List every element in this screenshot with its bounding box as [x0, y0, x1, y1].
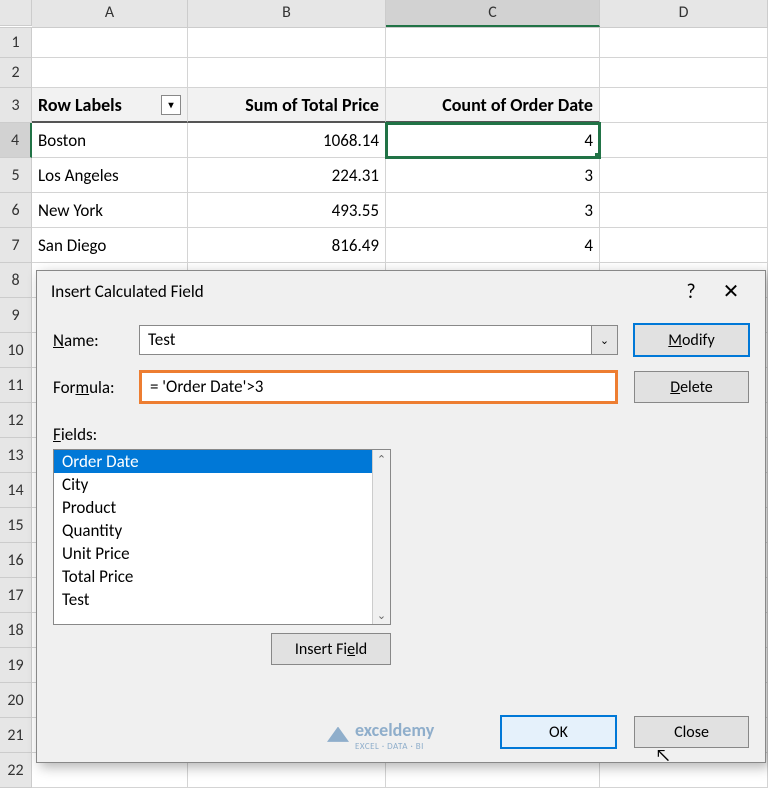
watermark-logo: exceldemy EXCEL · DATA · BI — [327, 719, 434, 752]
pivot-row-count[interactable]: 3 — [386, 193, 600, 228]
pivot-row-label[interactable]: Los Angeles — [32, 158, 188, 193]
watermark-text: exceldemy — [355, 719, 434, 741]
cell[interactable] — [386, 58, 600, 88]
cell[interactable] — [188, 58, 386, 88]
cell[interactable] — [188, 28, 386, 58]
row-header-19[interactable]: 19 — [0, 648, 32, 683]
row-header-13[interactable]: 13 — [0, 438, 32, 473]
row-header-1[interactable]: 1 — [0, 28, 32, 58]
row-header-15[interactable]: 15 — [0, 508, 32, 543]
delete-button[interactable]: Delete — [634, 371, 749, 403]
cell[interactable] — [386, 28, 600, 58]
fields-listbox[interactable]: Order DateCityProductQuantityUnit PriceT… — [53, 449, 391, 625]
field-item[interactable]: Quantity — [54, 519, 390, 542]
row-header-22[interactable]: 22 — [0, 753, 32, 788]
row-header-12[interactable]: 12 — [0, 403, 32, 438]
field-item[interactable]: Product — [54, 496, 390, 519]
pivot-header-label: Row Labels — [38, 94, 122, 116]
cell[interactable] — [600, 58, 768, 88]
col-header-b[interactable]: B — [188, 0, 386, 27]
row-header-16[interactable]: 16 — [0, 543, 32, 578]
row-header-3[interactable]: 3 — [0, 88, 32, 123]
row-header-9[interactable]: 9 — [0, 298, 32, 333]
field-item[interactable]: Unit Price — [54, 542, 390, 565]
formula-input[interactable]: = 'Order Date'>3 — [139, 370, 618, 404]
cell[interactable] — [600, 158, 768, 193]
field-item[interactable]: Test — [54, 588, 390, 611]
row-header-4[interactable]: 4 — [0, 123, 32, 158]
col-header-a[interactable]: A — [32, 0, 188, 27]
pivot-row-sum[interactable]: 224.31 — [188, 158, 386, 193]
cell[interactable] — [600, 88, 768, 123]
row-header-18[interactable]: 18 — [0, 613, 32, 648]
formula-label: Formula: — [53, 377, 139, 398]
help-icon[interactable]: ? — [671, 280, 711, 304]
pivot-row-sum[interactable]: 1068.14 — [188, 123, 386, 158]
pivot-row-count[interactable]: 3 — [386, 158, 600, 193]
select-all-corner[interactable] — [0, 0, 32, 26]
row-header-7[interactable]: 7 — [0, 228, 32, 263]
watermark-icon — [327, 727, 349, 749]
pivot-row-label[interactable]: San Diego — [32, 228, 188, 263]
name-input[interactable]: Test — [139, 325, 592, 355]
row-header-6[interactable]: 6 — [0, 193, 32, 228]
watermark-subtext: EXCEL · DATA · BI — [355, 741, 434, 752]
cell[interactable] — [32, 58, 188, 88]
row-header-8[interactable]: 8 — [0, 263, 32, 298]
row-header-21[interactable]: 21 — [0, 718, 32, 753]
cell[interactable] — [600, 123, 768, 158]
row-header-11[interactable]: 11 — [0, 368, 32, 403]
cell[interactable] — [600, 228, 768, 263]
row-header-20[interactable]: 20 — [0, 683, 32, 718]
field-item[interactable]: Total Price — [54, 565, 390, 588]
pivot-header-count[interactable]: Count of Order Date — [386, 88, 600, 123]
pivot-header-sum[interactable]: Sum of Total Price — [188, 88, 386, 123]
pivot-header-rowlabels[interactable]: Row Labels ▾ — [32, 88, 188, 123]
name-dropdown-icon[interactable]: ⌄ — [592, 325, 618, 355]
modify-button[interactable]: Modify — [634, 324, 749, 356]
row-header-2[interactable]: 2 — [0, 58, 32, 88]
column-headers-row: A B C D — [0, 0, 768, 28]
row-header-5[interactable]: 5 — [0, 158, 32, 193]
filter-dropdown-icon[interactable]: ▾ — [161, 95, 181, 115]
pivot-row-label[interactable]: New York — [32, 193, 188, 228]
row-header-14[interactable]: 14 — [0, 473, 32, 508]
cell[interactable] — [600, 193, 768, 228]
field-item[interactable]: City — [54, 473, 390, 496]
insert-calculated-field-dialog: Insert Calculated Field ? ✕ Name: Test ⌄… — [36, 270, 766, 763]
row-header-17[interactable]: 17 — [0, 578, 32, 613]
col-header-d[interactable]: D — [600, 0, 768, 27]
dialog-title: Insert Calculated Field — [51, 281, 204, 302]
close-icon[interactable]: ✕ — [711, 279, 751, 304]
field-item[interactable]: Order Date — [54, 450, 390, 473]
pivot-row-label[interactable]: Boston — [32, 123, 188, 158]
row-header-10[interactable]: 10 — [0, 333, 32, 368]
pivot-row-sum[interactable]: 816.49 — [188, 228, 386, 263]
scroll-down-icon[interactable]: ⌄ — [373, 606, 390, 624]
fields-label: Fields: — [53, 424, 749, 445]
close-button[interactable]: Close — [634, 716, 749, 748]
col-header-c[interactable]: C — [386, 0, 600, 27]
pivot-row-sum[interactable]: 493.55 — [188, 193, 386, 228]
ok-button[interactable]: OK — [501, 716, 616, 748]
insert-field-button[interactable]: Insert Field — [271, 633, 391, 665]
selected-cell[interactable]: 4 — [386, 123, 600, 158]
pivot-row-count[interactable]: 4 — [386, 228, 600, 263]
dialog-titlebar[interactable]: Insert Calculated Field ? ✕ — [37, 271, 765, 312]
listbox-scrollbar[interactable]: ⌃ ⌄ — [372, 450, 390, 624]
cell[interactable] — [32, 28, 188, 58]
cell[interactable] — [600, 28, 768, 58]
scroll-up-icon[interactable]: ⌃ — [373, 450, 390, 468]
name-label: Name: — [53, 330, 139, 351]
